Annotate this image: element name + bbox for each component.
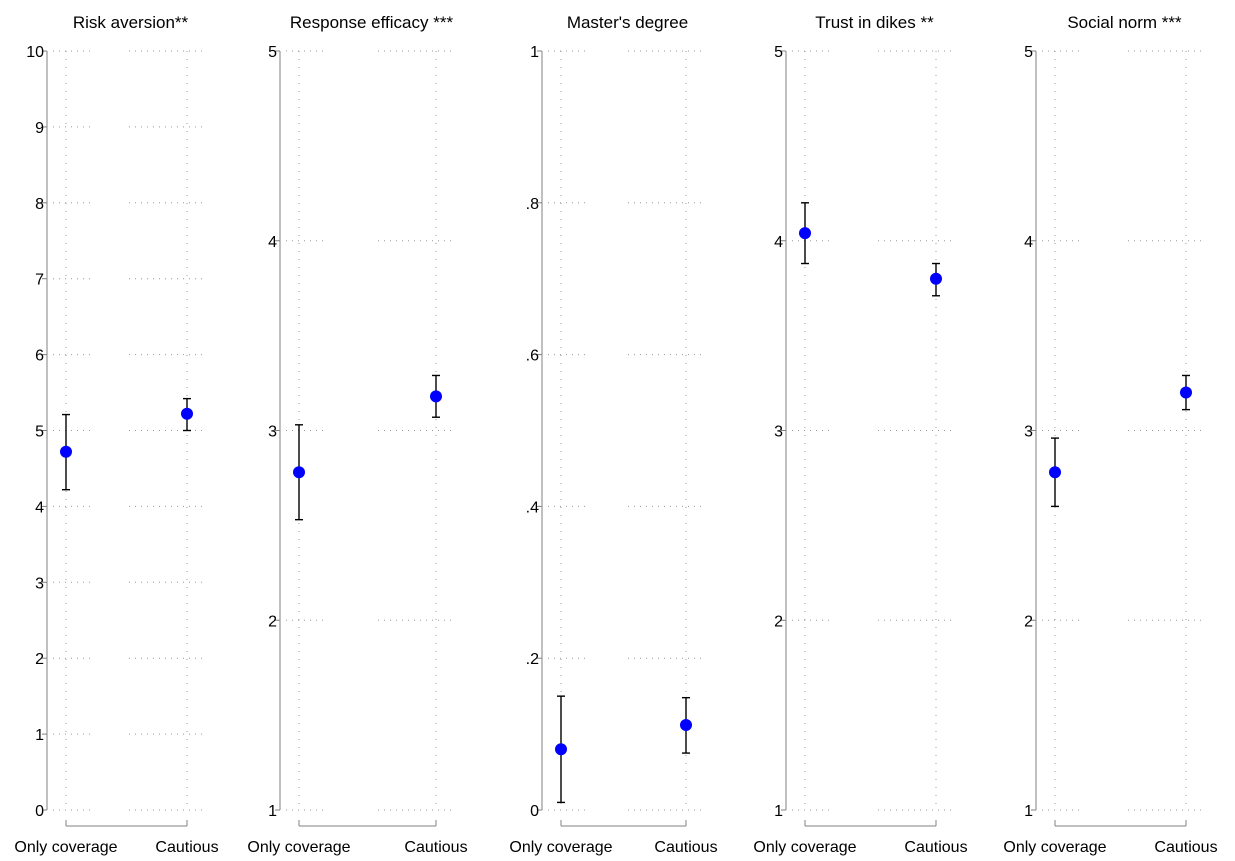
data-point	[1180, 386, 1192, 399]
y-tick-label: 5	[268, 44, 277, 61]
x-tick-label: Cautious	[155, 839, 218, 856]
y-tick-label: .4	[526, 499, 539, 516]
panel-title: Response efficacy ***	[290, 13, 454, 32]
x-tick-label: Only coverage	[1003, 839, 1106, 856]
y-tick-label: 1	[1024, 803, 1033, 820]
y-tick-label: 2	[35, 651, 44, 668]
panel-1: Risk aversion** 0 1 2 3 4 5 6 7 8 9 10 Only coverage…	[14, 13, 218, 856]
x-tick-label: Cautious	[1154, 839, 1217, 856]
x-tick-label: Only coverage	[753, 839, 856, 856]
y-tick-label: 1	[268, 803, 277, 820]
y-tick-label: .6	[526, 348, 539, 365]
y-tick-label: 3	[35, 575, 44, 592]
y-tick-label: 3	[1024, 424, 1033, 441]
y-tick-label: 9	[35, 120, 44, 137]
y-tick-label: .8	[526, 196, 539, 213]
y-tick-label: 2	[268, 613, 277, 630]
data-point	[1049, 466, 1061, 479]
y-tick-label: 10	[26, 44, 44, 61]
data-point	[293, 466, 305, 479]
y-tick-label: 4	[774, 234, 783, 251]
x-tick-label: Only coverage	[509, 839, 612, 856]
y-tick-label: 5	[35, 424, 44, 441]
x-tick-label: Cautious	[904, 839, 967, 856]
y-tick-label: 0	[530, 803, 539, 820]
x-tick-label: Only coverage	[247, 839, 350, 856]
data-point	[60, 445, 72, 458]
y-tick-label: 4	[35, 499, 44, 516]
data-point	[555, 743, 567, 756]
x-tick-label: Cautious	[654, 839, 717, 856]
y-tick-label: 1	[530, 44, 539, 61]
panel-2: Response efficacy *** 1 2 3 4 5 Only coverage C…	[247, 13, 467, 856]
y-tick-label: 3	[268, 424, 277, 441]
panel-4: Trust in dikes ** 1 2 3 4 5 Only coverage Cauti…	[753, 13, 967, 856]
panel-title: Risk aversion**	[73, 13, 189, 32]
y-tick-label: 5	[1024, 44, 1033, 61]
data-point	[181, 407, 193, 420]
y-tick-label: 6	[35, 348, 44, 365]
y-tick-label: 5	[774, 44, 783, 61]
y-tick-label: 1	[35, 727, 44, 744]
y-tick-label: 4	[1024, 234, 1033, 251]
data-point	[930, 272, 942, 285]
data-point	[430, 390, 442, 403]
y-tick-label: 0	[35, 803, 44, 820]
y-tick-label: 8	[35, 196, 44, 213]
panel-title: Social norm ***	[1067, 13, 1182, 32]
y-tick-label: 2	[1024, 613, 1033, 630]
y-tick-label: .2	[526, 651, 539, 668]
y-tick-label: 1	[774, 803, 783, 820]
panel-title: Master's degree	[567, 13, 688, 32]
data-point	[680, 718, 692, 731]
data-point	[799, 227, 811, 240]
y-tick-label: 7	[35, 272, 44, 289]
y-tick-label: 2	[774, 613, 783, 630]
y-tick-label: 3	[774, 424, 783, 441]
panel-5: Social norm *** 1 2 3 4 5 Only coverage Cautiou…	[1003, 13, 1217, 856]
x-tick-label: Cautious	[404, 839, 467, 856]
x-tick-label: Only coverage	[14, 839, 117, 856]
panel-3: Master's degree 0 .2 .4 .6 .8 1 Only coverage Ca…	[509, 13, 717, 856]
panel-title: Trust in dikes **	[815, 13, 934, 32]
y-tick-label: 4	[268, 234, 277, 251]
